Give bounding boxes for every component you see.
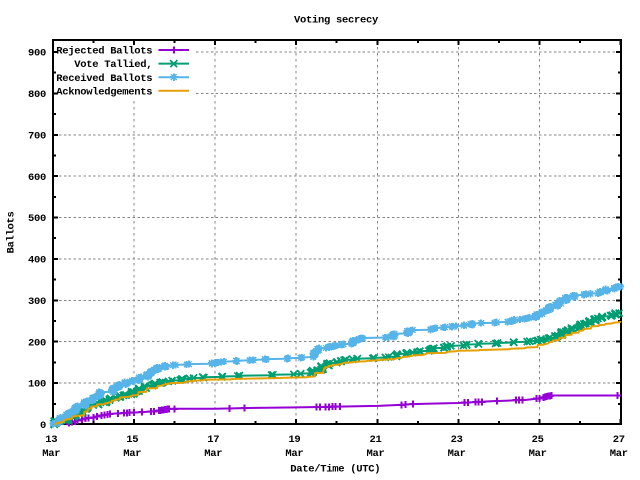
svg-text:500: 500 [28, 213, 46, 225]
svg-text:Mar: Mar [529, 448, 547, 460]
svg-text:Received Ballots: Received Ballots [56, 73, 152, 85]
svg-text:Date/Time (UTC): Date/Time (UTC) [290, 463, 380, 475]
svg-text:Mar: Mar [610, 448, 628, 460]
svg-text:21: 21 [369, 434, 381, 446]
svg-text:Mar: Mar [448, 448, 466, 460]
svg-text:Mar: Mar [285, 448, 303, 460]
svg-text:Ballots: Ballots [6, 211, 18, 253]
svg-text:Mar: Mar [42, 448, 60, 460]
svg-text:19: 19 [288, 434, 300, 446]
svg-text:17: 17 [207, 434, 219, 446]
svg-text:700: 700 [28, 130, 46, 142]
svg-text:400: 400 [28, 255, 46, 267]
svg-text:Voting secrecy: Voting secrecy [294, 15, 379, 27]
svg-text:300: 300 [28, 296, 46, 308]
svg-text:Mar: Mar [366, 448, 384, 460]
svg-text:23: 23 [451, 434, 463, 446]
svg-text:15: 15 [126, 434, 138, 446]
svg-text:Rejected Ballots: Rejected Ballots [56, 46, 152, 58]
svg-text:800: 800 [28, 89, 46, 101]
svg-text:Mar: Mar [204, 448, 222, 460]
svg-text:100: 100 [28, 379, 46, 391]
svg-text:600: 600 [28, 172, 46, 184]
svg-text:200: 200 [28, 337, 46, 349]
svg-text:27: 27 [613, 434, 625, 446]
svg-text:Acknowledgements: Acknowledgements [56, 86, 152, 98]
svg-text:900: 900 [28, 48, 46, 60]
svg-text:0: 0 [40, 420, 46, 432]
svg-text:Mar: Mar [123, 448, 141, 460]
svg-text:Vote Tallied,: Vote Tallied, [74, 59, 152, 71]
svg-text:25: 25 [532, 434, 544, 446]
svg-text:13: 13 [45, 434, 57, 446]
